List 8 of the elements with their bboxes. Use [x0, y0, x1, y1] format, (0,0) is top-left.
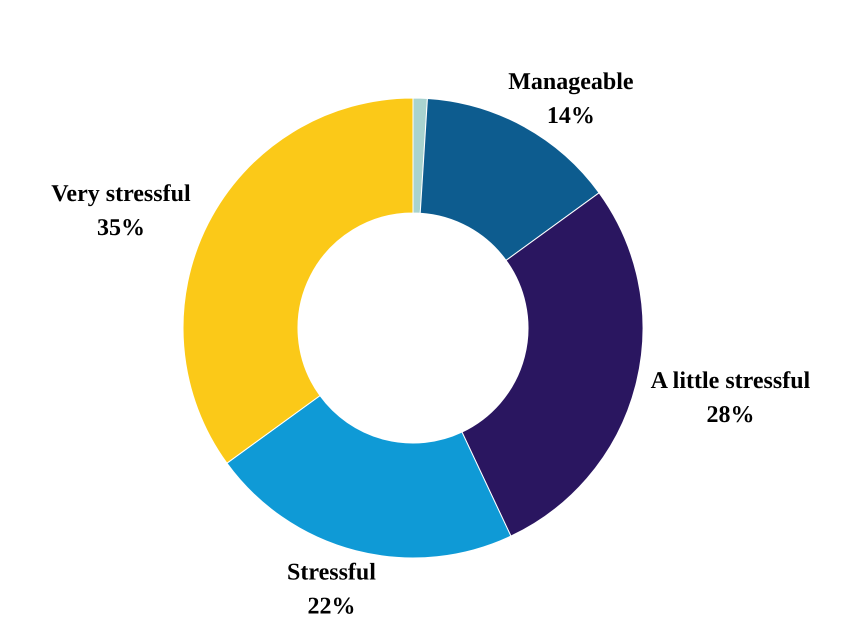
slice-label: Very stressful [51, 181, 191, 208]
data-label: 22% [307, 594, 356, 620]
data-label: 35% [96, 215, 145, 242]
data-label: 28% [706, 402, 754, 428]
slice-label: A little stressful [650, 368, 811, 394]
slice-label: Manageable [508, 68, 634, 95]
slice-label: Stressful [287, 560, 376, 586]
data-label: 14% [546, 102, 595, 129]
